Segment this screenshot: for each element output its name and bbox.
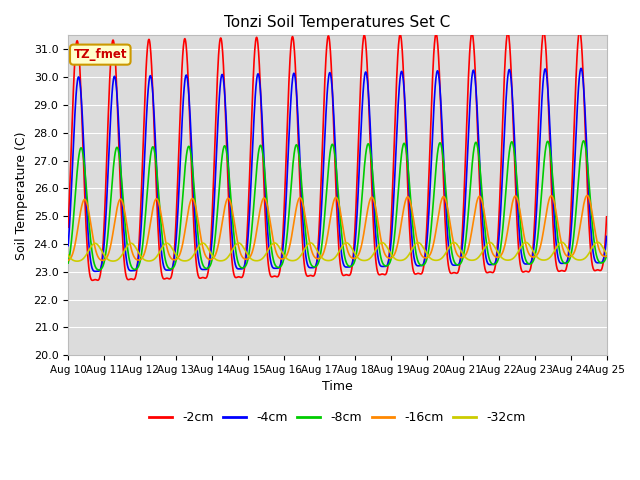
Y-axis label: Soil Temperature (C): Soil Temperature (C): [15, 131, 28, 260]
X-axis label: Time: Time: [322, 381, 353, 394]
Title: Tonzi Soil Temperatures Set C: Tonzi Soil Temperatures Set C: [224, 15, 451, 30]
Legend: -2cm, -4cm, -8cm, -16cm, -32cm: -2cm, -4cm, -8cm, -16cm, -32cm: [145, 406, 531, 429]
Text: TZ_fmet: TZ_fmet: [74, 48, 127, 61]
